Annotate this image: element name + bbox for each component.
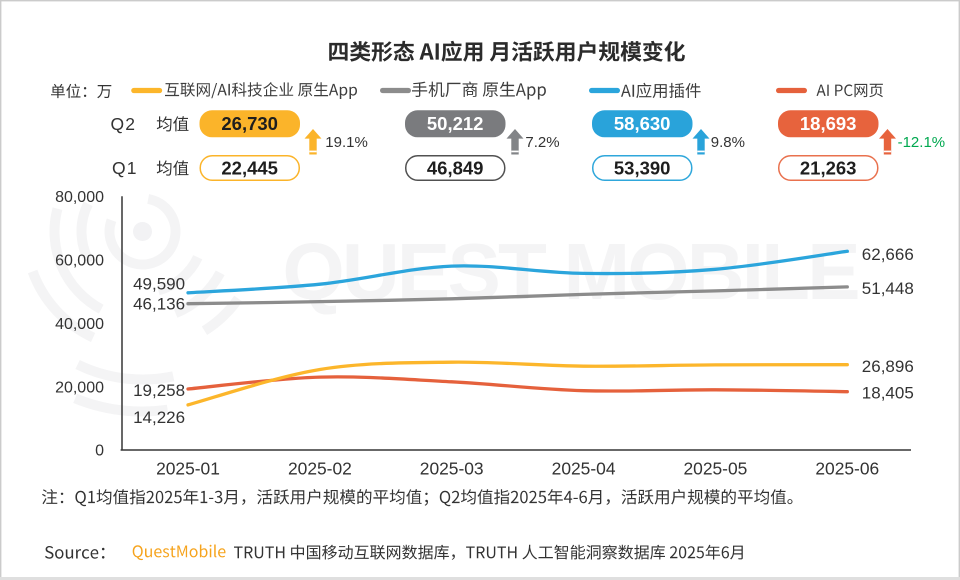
svg-text:50,212: 50,212 [427,113,484,134]
svg-text:53,390: 53,390 [614,157,671,178]
svg-text:QUEST MOBILE: QUEST MOBILE [283,227,859,316]
svg-text:60,000: 60,000 [55,253,104,270]
svg-text:20,000: 20,000 [55,379,104,396]
svg-text:26,896: 26,896 [862,357,914,376]
svg-text:18,693: 18,693 [800,113,857,134]
svg-text:Q2: Q2 [111,114,137,134]
svg-text:80,000: 80,000 [55,189,104,206]
svg-text:22,445: 22,445 [221,157,278,178]
svg-text:40,000: 40,000 [55,316,104,333]
svg-text:2025-06: 2025-06 [815,458,879,478]
svg-text:2025-05: 2025-05 [683,458,747,478]
svg-text:0: 0 [95,443,104,460]
svg-text:2025-01: 2025-01 [156,458,220,478]
svg-text:26,730: 26,730 [221,113,278,134]
svg-text:19,258: 19,258 [133,381,185,400]
svg-text:46,849: 46,849 [427,157,484,178]
svg-text:58,630: 58,630 [614,113,671,134]
svg-text:-12.1%: -12.1% [898,134,946,151]
svg-text:7.2%: 7.2% [525,134,559,151]
svg-text:21,263: 21,263 [800,157,857,178]
svg-text:62,666: 62,666 [862,245,914,264]
svg-text:46,136: 46,136 [133,294,185,313]
svg-text:14,226: 14,226 [133,408,185,427]
svg-text:19.1%: 19.1% [325,134,368,151]
svg-text:2025-03: 2025-03 [420,458,484,478]
svg-text:Q1: Q1 [112,158,138,178]
svg-text:9.8%: 9.8% [711,134,745,151]
svg-text:51,448: 51,448 [862,279,914,298]
svg-text:2025-02: 2025-02 [288,458,352,478]
svg-text:18,405: 18,405 [862,383,914,402]
svg-text:2025-04: 2025-04 [552,458,616,478]
svg-text:49,590: 49,590 [133,275,185,294]
